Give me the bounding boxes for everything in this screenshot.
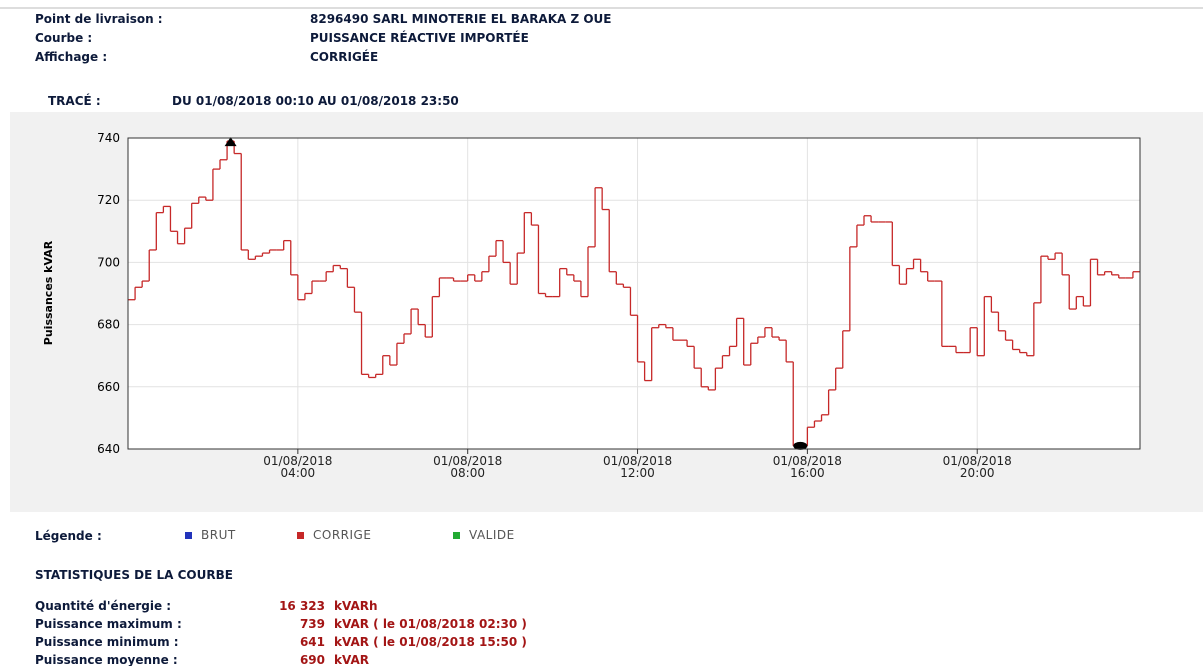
info-value: 8296490 SARL MINOTERIE EL BARAKA Z OUE [310, 12, 612, 26]
legend-swatch [297, 532, 304, 539]
trace-label: TRACÉ : [48, 94, 101, 108]
y-axis-label: Puissances kVAR [42, 240, 55, 345]
x-tick-label: 01/08/2018 08:00 [433, 454, 503, 480]
stat-unit: kVAR [334, 653, 369, 666]
stat-unit: kVAR ( le 01/08/2018 02:30 ) [334, 617, 527, 631]
info-label: Courbe : [35, 31, 93, 45]
info-label: Affichage : [35, 50, 108, 64]
y-tick-label: 740 [97, 131, 120, 145]
y-tick-label: 720 [97, 193, 120, 207]
info-label: Point de livraison : [35, 12, 163, 26]
y-tick-label: 700 [97, 255, 120, 269]
y-tick-label: 640 [97, 442, 120, 456]
step-connector [134, 141, 1134, 446]
stat-value: 641 [299, 635, 325, 649]
legend-swatch [185, 532, 192, 539]
stat-label: Puissance moyenne : [35, 653, 178, 666]
min-marker [793, 441, 808, 450]
info-value: CORRIGÉE [310, 50, 379, 64]
x-tick-label: 01/08/2018 20:00 [942, 454, 1012, 480]
stat-label: Puissance maximum : [35, 617, 182, 631]
plot-area [128, 138, 1140, 449]
stat-value: 690 [299, 653, 325, 666]
y-tick-label: 680 [97, 318, 120, 332]
legend-swatch [453, 532, 460, 539]
legend-item: VALIDE [469, 528, 515, 542]
legend-item: CORRIGE [313, 528, 372, 542]
max-marker [224, 137, 237, 147]
x-tick-label: 01/08/2018 04:00 [263, 454, 333, 480]
plot-frame [127, 137, 1141, 450]
stat-unit: kVARh [334, 599, 378, 613]
stat-value: 16 323 [279, 599, 325, 613]
info-value: PUISSANCE RÉACTIVE IMPORTÉE [310, 31, 529, 45]
stat-value: 739 [299, 617, 325, 631]
stat-label: Puissance minimum : [35, 635, 179, 649]
stats-title: STATISTIQUES DE LA COURBE [35, 568, 233, 582]
x-tick-label: 01/08/2018 16:00 [772, 454, 842, 480]
legend-label: Légende : [35, 529, 102, 543]
stat-label: Quantité d'énergie : [35, 599, 172, 613]
stat-unit: kVAR ( le 01/08/2018 15:50 ) [334, 635, 527, 649]
x-tick-label: 01/08/2018 12:00 [602, 454, 673, 480]
trace-value: DU 01/08/2018 00:10 AU 01/08/2018 23:50 [172, 94, 459, 108]
legend-item: BRUT [201, 528, 236, 542]
y-tick-label: 660 [97, 380, 120, 394]
